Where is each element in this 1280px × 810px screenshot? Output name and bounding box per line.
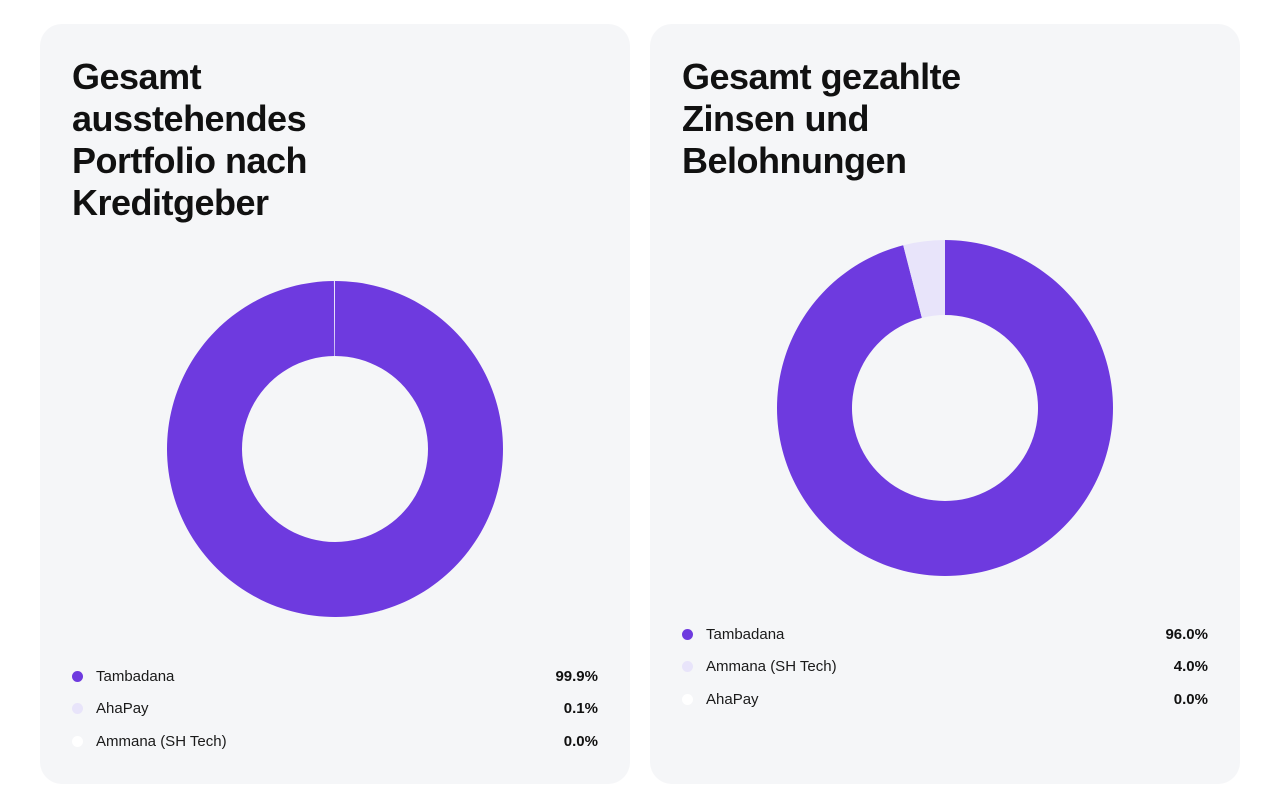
legend-item: Tambadana 99.9% (72, 660, 598, 693)
legend-item: AhaPay 0.0% (682, 683, 1208, 716)
legend-value: 0.0% (563, 732, 598, 750)
legend-swatch (682, 693, 693, 705)
legend-item: Tambadana 96.0% (682, 618, 1208, 651)
legend-value: 4.0% (1173, 658, 1208, 676)
legend-label: Ammana (SH Tech) (96, 732, 227, 750)
donut-slice (777, 240, 1113, 576)
legend-label: Tambadana (706, 625, 785, 643)
legend-swatch (682, 661, 693, 673)
legend-swatch (682, 628, 693, 640)
legend-swatch (72, 703, 83, 715)
legend-label: AhaPay (706, 690, 759, 708)
chart-title: Gesamt ausstehendes Portfolio nach Kredi… (72, 56, 308, 223)
legend-value: 99.9% (555, 667, 598, 685)
legend-label: Ammana (SH Tech) (706, 658, 837, 676)
donut-chart (166, 281, 503, 617)
legend-item: AhaPay 0.1% (72, 693, 598, 726)
chart-card-interest: Gesamt gezahlte Zinsen und Belohnungen T… (650, 24, 1240, 784)
legend-item: Ammana (SH Tech) 0.0% (72, 725, 598, 758)
donut-chart (777, 240, 1113, 576)
donut-slice (166, 281, 503, 617)
donut-slice (333, 281, 335, 357)
legend-swatch (72, 735, 83, 747)
legend-swatch (72, 670, 83, 682)
legend-value: 0.0% (1173, 690, 1208, 708)
legend-item: Ammana (SH Tech) 4.0% (682, 651, 1208, 684)
legend-value: 96.0% (1165, 625, 1208, 643)
chart-legend: Tambadana 99.9% AhaPay 0.1% Ammana (SH T… (72, 660, 598, 758)
chart-title: Gesamt gezahlte Zinsen und Belohnungen (682, 56, 961, 181)
legend-label: AhaPay (96, 700, 149, 718)
chart-legend: Tambadana 96.0% Ammana (SH Tech) 4.0% Ah… (682, 618, 1208, 716)
legend-value: 0.1% (563, 700, 598, 718)
legend-label: Tambadana (96, 667, 175, 685)
chart-card-portfolio: Gesamt ausstehendes Portfolio nach Kredi… (40, 24, 630, 784)
donut-slice (903, 240, 945, 318)
